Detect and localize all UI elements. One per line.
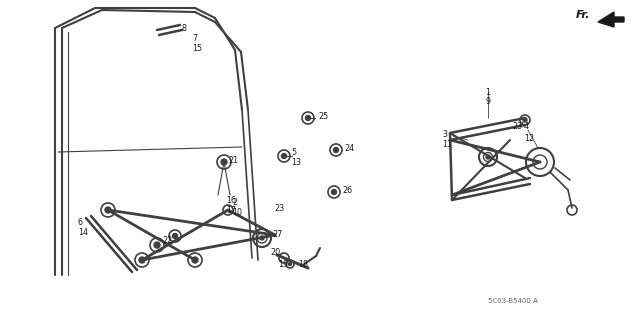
Text: 24: 24 [344,144,354,153]
Text: 12: 12 [524,134,534,143]
Circle shape [486,155,490,159]
Text: 23: 23 [512,122,522,131]
Text: 14: 14 [78,228,88,237]
Circle shape [282,153,287,159]
Text: 17: 17 [226,206,236,215]
Circle shape [154,242,160,248]
Circle shape [523,118,527,122]
Text: 11: 11 [442,140,452,149]
Text: 6: 6 [78,218,83,227]
Text: 18: 18 [298,260,308,269]
Text: 16: 16 [226,196,236,205]
Circle shape [192,257,198,263]
Text: 22: 22 [162,236,172,245]
Text: 15: 15 [192,44,202,53]
Text: 26: 26 [342,186,352,195]
Circle shape [333,147,339,152]
Circle shape [260,236,264,240]
Text: 20: 20 [270,248,280,257]
Text: 23: 23 [274,204,284,213]
Text: 3: 3 [442,130,447,139]
Text: 5C03-B5400 A: 5C03-B5400 A [488,298,538,304]
Text: 9: 9 [485,97,491,106]
Circle shape [289,263,291,265]
Polygon shape [598,12,624,27]
Circle shape [305,115,310,121]
Circle shape [173,234,177,239]
Text: 7: 7 [192,34,197,43]
Text: 8: 8 [182,24,187,33]
Text: 5: 5 [291,148,296,157]
Text: 13: 13 [291,158,301,167]
Circle shape [221,159,227,165]
Text: 2: 2 [232,198,237,207]
Text: 19: 19 [278,260,288,269]
Circle shape [139,257,145,263]
Text: 27: 27 [272,230,282,239]
Text: 1: 1 [486,88,490,97]
Text: Fr.: Fr. [576,10,591,20]
Circle shape [105,207,111,213]
Circle shape [332,189,337,195]
Text: 25: 25 [318,112,328,121]
Text: 10: 10 [232,208,242,217]
Text: 4: 4 [524,122,529,131]
Text: 21: 21 [228,156,238,165]
